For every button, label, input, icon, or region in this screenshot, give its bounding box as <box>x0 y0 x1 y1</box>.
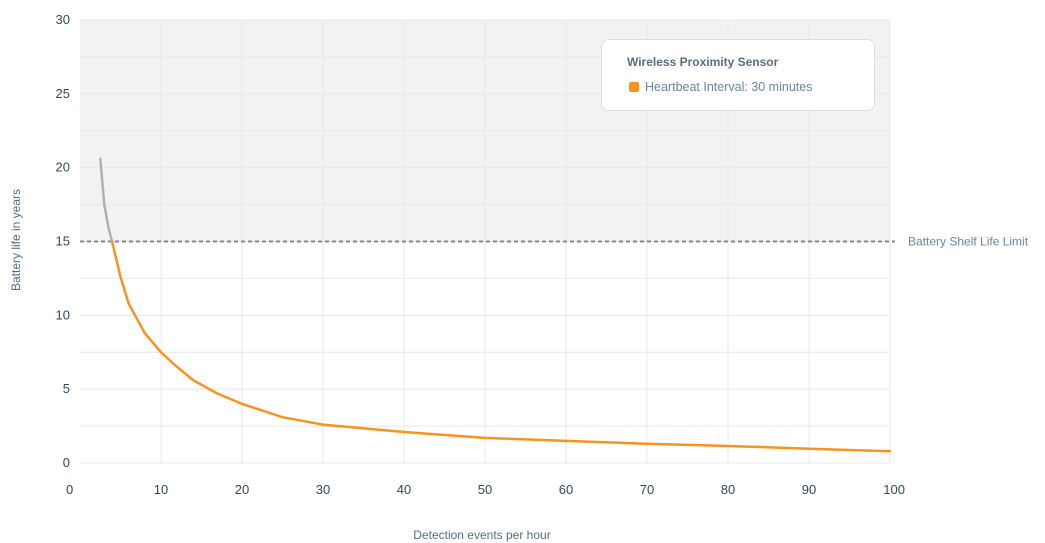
legend-item-label: Heartbeat Interval: 30 minutes <box>645 80 813 94</box>
y-tick-label: 15 <box>56 234 70 249</box>
series-line <box>110 240 892 453</box>
y-tick-label: 10 <box>56 307 70 322</box>
y-tick-label: 25 <box>56 86 70 101</box>
legend-title: Wireless Proximity Sensor <box>627 55 779 69</box>
y-tick-label: 0 <box>63 455 70 470</box>
x-tick-label: 80 <box>721 482 735 497</box>
x-tick-label: 30 <box>316 482 330 497</box>
y-tick-label: 20 <box>56 160 70 175</box>
x-tick-label: 100 <box>883 482 905 497</box>
y-axis-ticks: 0 5 10 15 20 25 30 <box>56 12 70 470</box>
x-tick-label: 70 <box>640 482 654 497</box>
x-tick-label: 60 <box>559 482 573 497</box>
x-tick-label: 0 <box>66 482 73 497</box>
x-tick-label: 20 <box>235 482 249 497</box>
shelf-life-limit-label: Battery Shelf Life Limit <box>908 235 1029 249</box>
x-tick-label: 50 <box>478 482 492 497</box>
series-lines <box>99 157 892 453</box>
y-tick-label: 5 <box>63 381 70 396</box>
x-tick-label: 10 <box>154 482 168 497</box>
legend-swatch-icon <box>629 82 639 92</box>
x-tick-label: 40 <box>397 482 411 497</box>
y-axis-title: Battery life in years <box>9 189 23 291</box>
legend: Wireless Proximity Sensor Heartbeat Inte… <box>601 39 875 111</box>
x-axis-ticks: 0 10 20 30 40 50 60 70 80 90 100 <box>66 482 905 497</box>
y-tick-label: 30 <box>56 12 70 27</box>
x-tick-label: 90 <box>802 482 816 497</box>
series-line-above-limit <box>99 157 114 243</box>
legend-item[interactable]: Heartbeat Interval: 30 minutes <box>629 80 812 94</box>
x-axis-title: Detection events per hour <box>413 528 550 542</box>
